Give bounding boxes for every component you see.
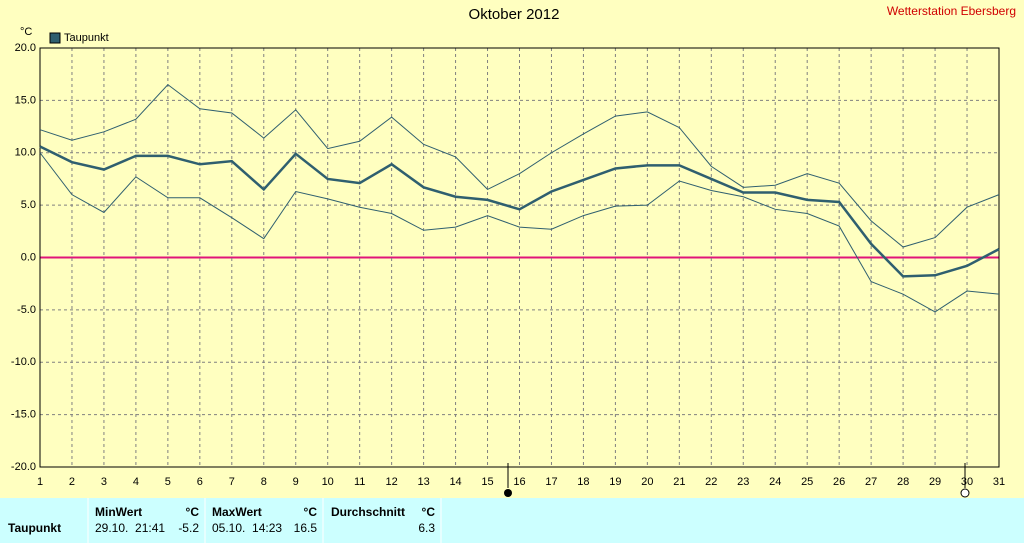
- table-header: °C: [422, 505, 436, 519]
- x-tick-label: 15: [481, 476, 493, 488]
- table-cell: 6.3: [418, 521, 435, 535]
- legend-swatch: [49, 32, 61, 44]
- x-tick-label: 23: [737, 476, 749, 488]
- table-cell: 16.5: [294, 521, 318, 535]
- x-tick-label: 16: [513, 476, 525, 488]
- y-tick-label: -5.0: [17, 304, 36, 316]
- data-line: [39, 145, 1000, 278]
- y-unit: °C: [20, 26, 32, 38]
- x-tick-label: 5: [165, 476, 171, 488]
- x-tick-label: 2: [69, 476, 75, 488]
- x-tick-label: 28: [897, 476, 909, 488]
- station-name: Wetterstation Ebersberg: [887, 4, 1016, 18]
- x-tick-label: 6: [197, 476, 203, 488]
- chart-title: Oktober 2012: [469, 6, 560, 23]
- y-tick-label: -10.0: [11, 356, 36, 368]
- x-tick-label: 27: [865, 476, 877, 488]
- x-tick-label: 3: [101, 476, 107, 488]
- table-cell: -5.2: [178, 521, 199, 535]
- x-tick-label: 11: [354, 476, 365, 488]
- table-header: MinWert: [95, 505, 142, 519]
- x-tick-label: 13: [417, 476, 429, 488]
- x-tick-label: 26: [833, 476, 845, 488]
- table-cell: 29.10. 21:41: [95, 521, 165, 535]
- y-tick-label: 15.0: [15, 94, 36, 106]
- y-tick-label: 20.0: [15, 42, 36, 54]
- table-header: MaxWert: [212, 505, 262, 519]
- marker-icon: [504, 489, 512, 497]
- x-tick-label: 25: [801, 476, 813, 488]
- stats-table: [0, 498, 1024, 543]
- x-tick-label: 17: [545, 476, 557, 488]
- data-line: [39, 152, 1000, 313]
- x-tick-label: 21: [673, 476, 685, 488]
- y-tick-label: 10.0: [15, 147, 36, 159]
- data-line: [39, 83, 1000, 248]
- x-tick-label: 30: [961, 476, 973, 488]
- table-header: °C: [186, 505, 200, 519]
- x-tick-label: 14: [449, 476, 461, 488]
- y-tick-label: 5.0: [21, 199, 36, 211]
- x-tick-label: 29: [929, 476, 941, 488]
- x-tick-label: 8: [261, 476, 267, 488]
- x-tick-label: 4: [133, 476, 139, 488]
- x-tick-label: 10: [322, 476, 334, 488]
- y-tick-label: -20.0: [11, 461, 36, 473]
- x-tick-label: 31: [993, 476, 1005, 488]
- x-tick-label: 18: [577, 476, 589, 488]
- y-tick-label: -15.0: [11, 409, 36, 421]
- table-cell: Taupunkt: [8, 521, 61, 535]
- table-cell: 05.10. 14:23: [212, 521, 282, 535]
- marker-icon: [960, 488, 970, 498]
- x-tick-label: 7: [229, 476, 235, 488]
- x-tick-label: 22: [705, 476, 717, 488]
- x-tick-label: 20: [641, 476, 653, 488]
- table-header: Durchschnitt: [331, 505, 405, 519]
- x-tick-label: 24: [769, 476, 781, 488]
- x-tick-label: 9: [293, 476, 299, 488]
- x-tick-label: 19: [609, 476, 621, 488]
- x-tick-label: 12: [386, 476, 398, 488]
- legend-label: Taupunkt: [64, 32, 109, 44]
- plot-border: [39, 47, 1000, 468]
- table-header: °C: [304, 505, 318, 519]
- y-tick-label: 0.0: [21, 251, 36, 263]
- x-tick-label: 1: [37, 476, 43, 488]
